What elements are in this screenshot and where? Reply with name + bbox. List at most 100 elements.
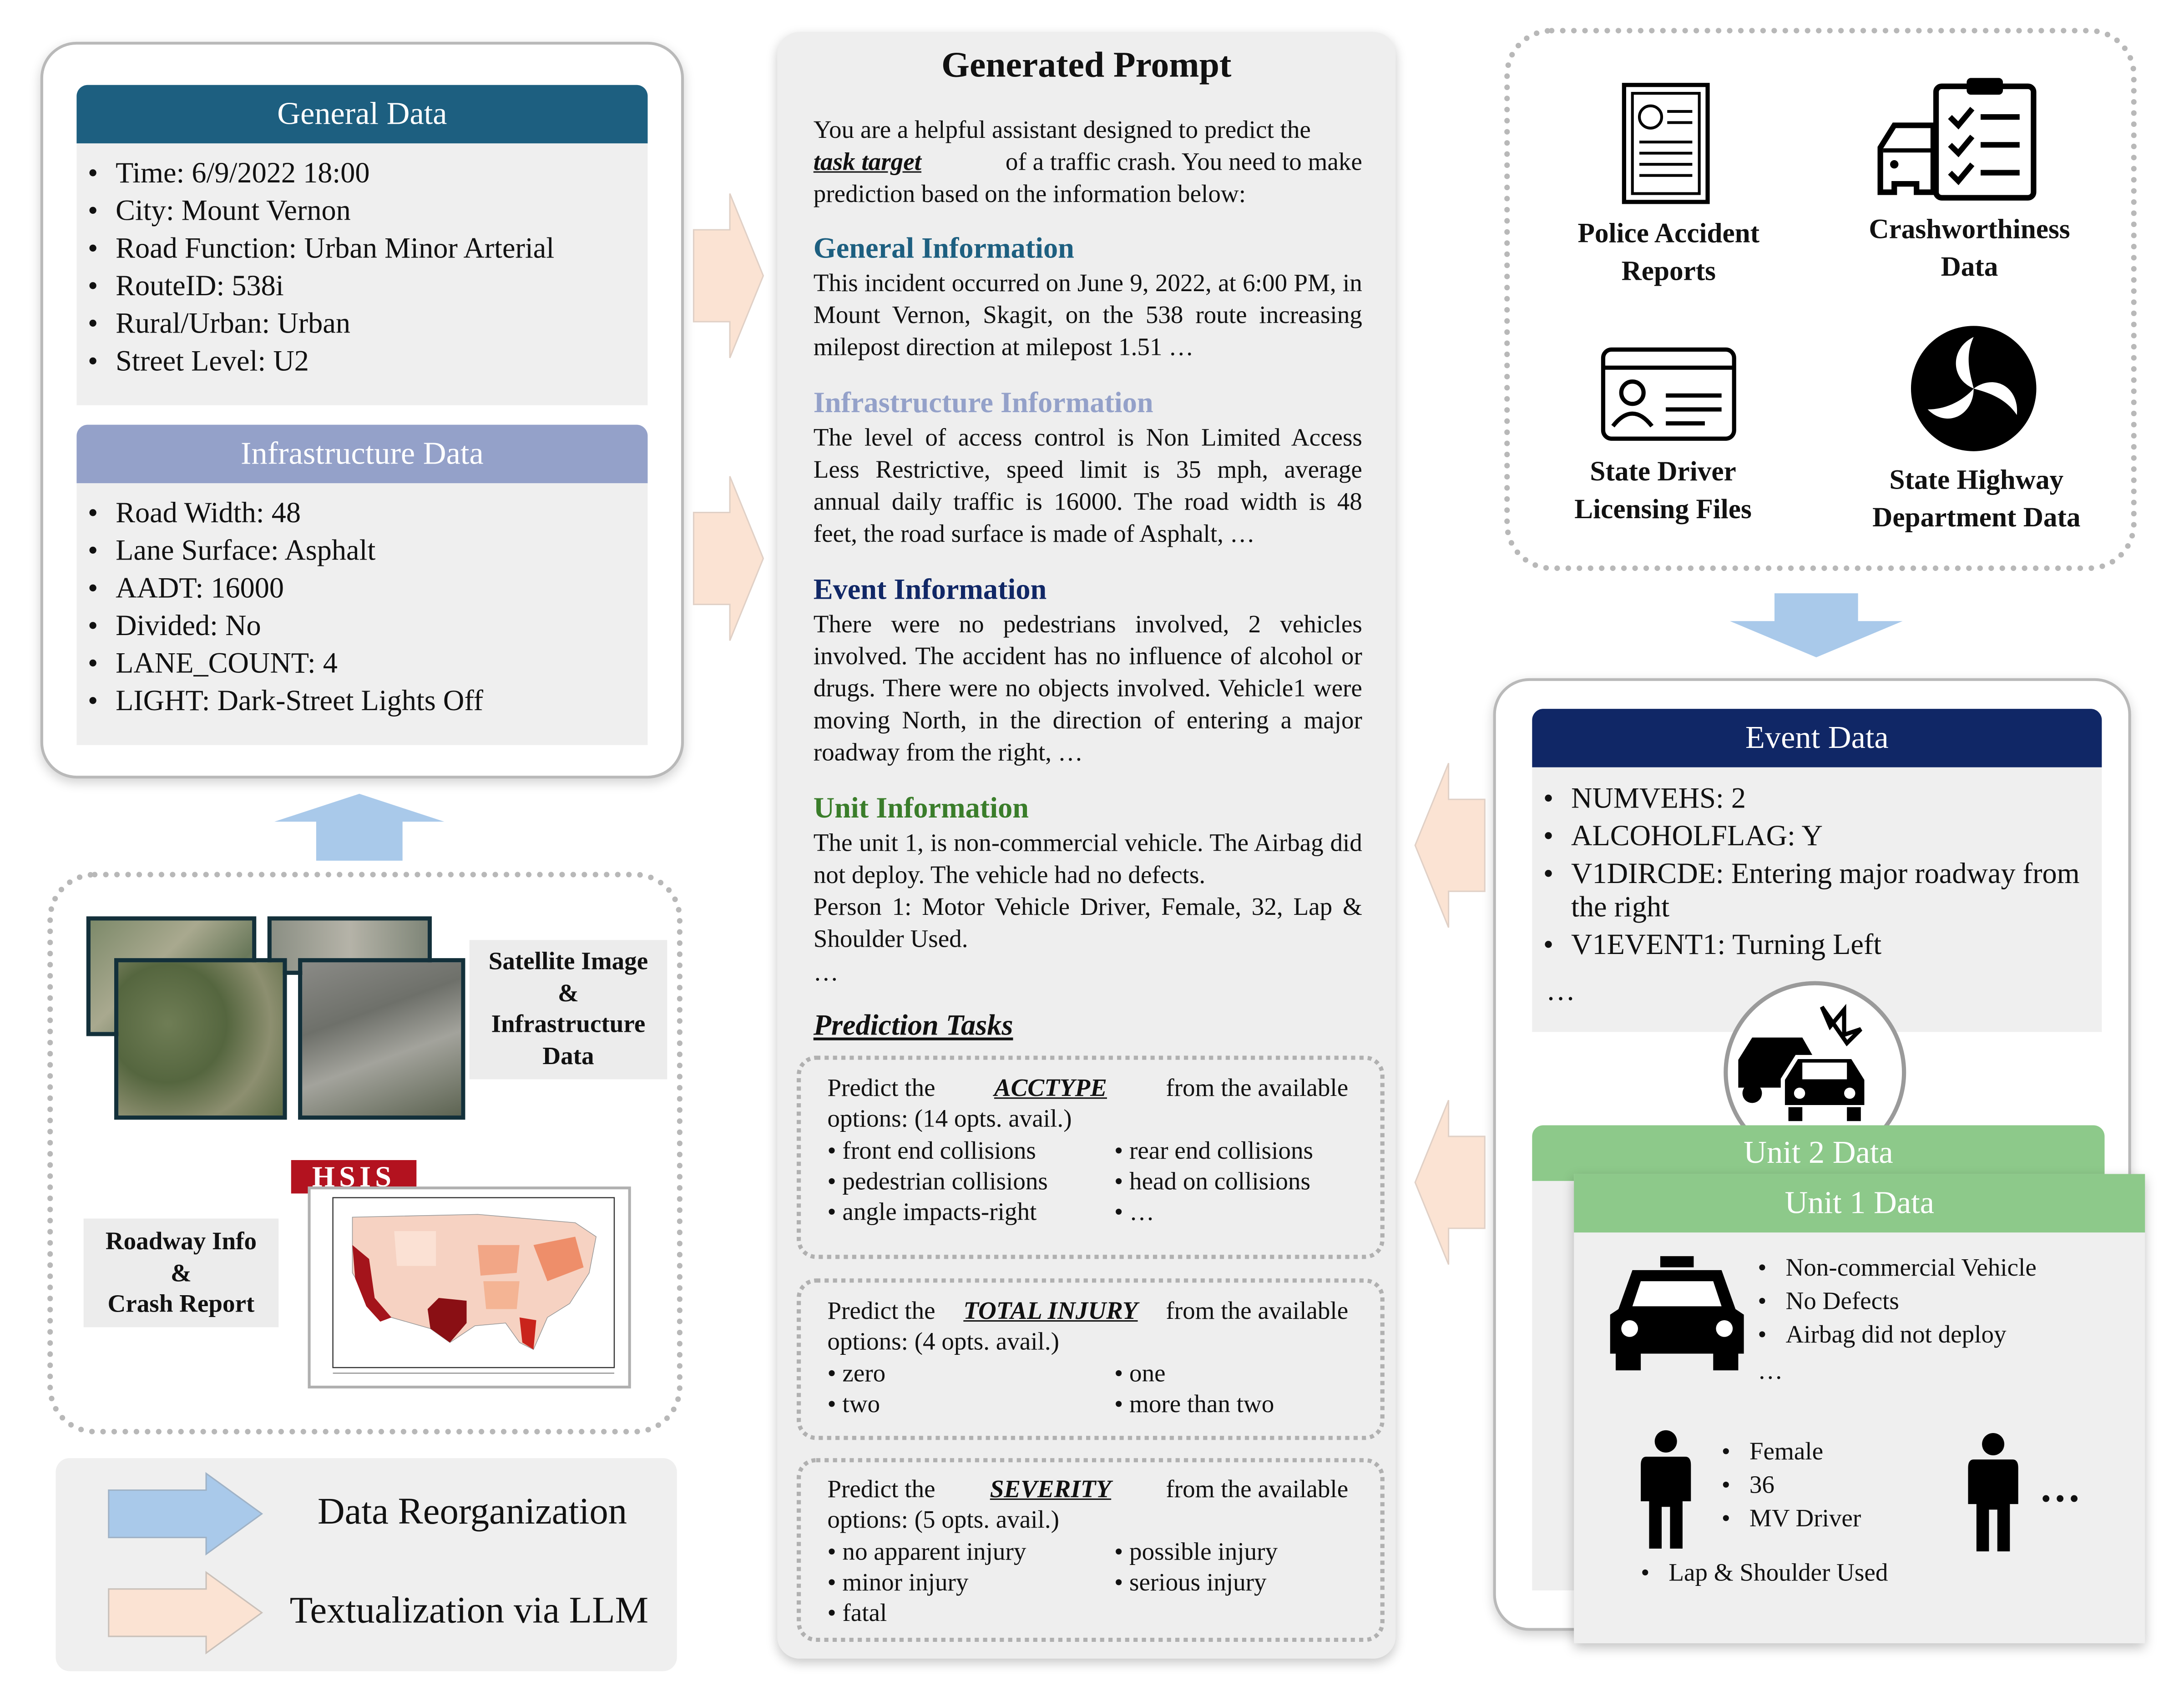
- task-text: Predict the: [827, 1074, 935, 1102]
- task-text: Predict the: [827, 1474, 935, 1503]
- task-acctype-line1: Predict the ACCTYPE from the available: [827, 1072, 1348, 1104]
- textualization-arrow-general: [693, 193, 764, 358]
- task-option: • head on collisions: [1114, 1167, 1310, 1195]
- task-severity-options-left: • no apparent injury • minor injury • fa…: [827, 1536, 1026, 1628]
- task-box-acctype: [797, 1055, 1385, 1259]
- infrastructure-information-text: The level of access control is Non Limit…: [813, 423, 1362, 548]
- us-crash-map: [332, 1197, 615, 1374]
- textualization-arrow-infra: [693, 476, 764, 641]
- event-ellipsis: …: [1546, 973, 1576, 1007]
- task-text: Predict the: [827, 1296, 935, 1325]
- task-total-injury-line1: Predict the TOTAL INJURY from the availa…: [827, 1295, 1348, 1327]
- event-item: V1DIRCDE: Entering major roadway from th…: [1532, 857, 2102, 924]
- task-acctype-options-right: • rear end collisions • head on collisio…: [1114, 1135, 1313, 1227]
- infra-item: LANE_COUNT: 4: [76, 645, 647, 682]
- infra-item: AADT: 16000: [76, 570, 647, 607]
- prompt-intro-line: You are a helpful assistant designed to …: [814, 114, 1362, 146]
- event-item: NUMVEHS: 2: [1532, 781, 2102, 814]
- generated-prompt-panel: [777, 32, 1396, 1659]
- unit-information-text: The unit 1, is non-commercial vehicle. T…: [813, 828, 1362, 889]
- roadway-label-line: &: [170, 1258, 192, 1287]
- event-data-list: NUMVEHS: 2 ALCOHOLFLAG: Y V1DIRCDE: Ente…: [1532, 767, 2102, 961]
- unit-information-person: Person 1: Motor Vehicle Driver, Female, …: [813, 893, 1362, 953]
- police-accident-reports-label: Police Accident Reports: [1577, 218, 1760, 287]
- task-option: • no apparent injury: [827, 1537, 1026, 1565]
- intro-text: of a traffic crash. You need to make: [1005, 147, 1362, 176]
- task-text: from the available: [1166, 1296, 1349, 1325]
- task-option: • one: [1114, 1359, 1166, 1387]
- infra-item: Divided: No: [76, 607, 647, 645]
- driver-license-icon: [1601, 347, 1736, 441]
- satellite-label: Satellite Image & Infrastructure Data: [474, 946, 663, 1071]
- unit-information-title: Unit Information: [813, 791, 1029, 825]
- general-item: RouteID: 538i: [76, 268, 647, 305]
- task-option: • possible injury: [1114, 1537, 1278, 1565]
- roadway-label-line: Roadway Info: [105, 1227, 257, 1255]
- vehicle-item: Non-commercial Vehicle: [1747, 1251, 2037, 1284]
- task-severity-line1: Predict the SEVERITY from the available: [827, 1474, 1348, 1505]
- person-icon: [1968, 1433, 2018, 1552]
- task-option: • rear end collisions: [1114, 1136, 1313, 1165]
- more-persons-ellipsis: …: [2039, 1465, 2081, 1511]
- task-target: ACCTYPE: [994, 1074, 1107, 1102]
- task-severity-line2: options: (5 opts. avail.): [827, 1505, 1059, 1534]
- infra-item: LIGHT: Dark-Street Lights Off: [76, 682, 647, 720]
- highway-department-logo-icon: [1911, 326, 2037, 451]
- task-acctype-options-left: • front end collisions • pedestrian coll…: [827, 1135, 1048, 1227]
- legend-blue-arrow: [108, 1472, 263, 1556]
- infra-item: Road Width: 48: [76, 495, 647, 532]
- task-target: SEVERITY: [990, 1474, 1112, 1503]
- intro-text: You are a helpful assistant designed to …: [813, 116, 1311, 144]
- unit-2-data-header: Unit 2 Data: [1532, 1125, 2105, 1181]
- roadway-label-line: Crash Report: [107, 1289, 255, 1317]
- infrastructure-data-list: Road Width: 48 Lane Surface: Asphalt AAD…: [76, 483, 647, 720]
- prompt-intro: You are a helpful assistant designed to …: [814, 114, 1362, 210]
- general-data-body: Time: 6/9/2022 18:00 City: Mount Vernon …: [76, 143, 648, 405]
- general-data-header: General Data: [76, 85, 648, 144]
- satellite-label-box: [469, 940, 667, 1080]
- task-text: from the available: [1166, 1074, 1349, 1102]
- crashworthiness-data-label: Crashworthiness Data: [1869, 214, 2070, 283]
- task-option: • serious injury: [1114, 1568, 1267, 1596]
- crash-map-thumbnail: [308, 1186, 631, 1389]
- reorganization-arrow-up: [274, 793, 445, 861]
- event-information-text: There were no pedestrians involved, 2 ve…: [813, 610, 1362, 766]
- intro-task-target: task target: [813, 147, 922, 176]
- intro-text: prediction based on the information belo…: [813, 179, 1246, 208]
- prediction-tasks-title: Prediction Tasks: [813, 1008, 1013, 1042]
- state-highway-department-label: State Highway Department Data: [1872, 465, 2081, 534]
- legend-blue-label: Data Reorganization: [317, 1490, 627, 1532]
- vehicle-item: No Defects: [1747, 1284, 2037, 1317]
- task-option: • zero: [827, 1359, 886, 1387]
- satellite-label-line: Infrastructure: [491, 1009, 646, 1038]
- satellite-label-line: Data: [542, 1041, 594, 1069]
- task-option: • front end collisions: [827, 1136, 1036, 1165]
- infrastructure-data-body: Road Width: 48 Lane Surface: Asphalt AAD…: [76, 483, 648, 745]
- roadway-label-box: [83, 1218, 279, 1327]
- satellite-tile: [298, 958, 465, 1120]
- infra-item: Lane Surface: Asphalt: [76, 532, 647, 570]
- task-acctype-line2: options: (14 opts. avail.): [827, 1104, 1072, 1132]
- vehicle-item: Airbag did not deploy: [1747, 1317, 2037, 1351]
- event-data-header: Event Data: [1532, 709, 2102, 767]
- infrastructure-data-header: Infrastructure Data: [76, 424, 648, 484]
- roadway-label: Roadway Info & Crash Report: [84, 1226, 279, 1320]
- general-data-list: Time: 6/9/2022 18:00 City: Mount Vernon …: [76, 143, 647, 380]
- task-severity-options-right: • possible injury • serious injury: [1114, 1536, 1278, 1598]
- task-box-total-injury: [797, 1278, 1385, 1440]
- unit-1-data-header: Unit 1 Data: [1574, 1174, 2145, 1233]
- person-icon: [1641, 1430, 1691, 1549]
- event-information-title: Event Information: [813, 572, 1047, 606]
- task-option: • minor injury: [827, 1568, 969, 1596]
- data-sources-box: [1504, 28, 2137, 571]
- general-information-title: General Information: [813, 231, 1074, 265]
- person-item: Lap & Shoulder Used: [1630, 1555, 1888, 1589]
- task-total-injury-options-left: • zero • two: [827, 1358, 885, 1419]
- general-item: Street Level: U2: [76, 343, 647, 380]
- infrastructure-information-title: Infrastructure Information: [813, 385, 1153, 419]
- unit-information-ellipsis: …: [813, 958, 839, 986]
- task-option: • angle impacts-right: [827, 1197, 1037, 1226]
- general-item: City: Mount Vernon: [76, 192, 647, 230]
- event-item: V1EVENT1: Turning Left: [1532, 928, 2102, 961]
